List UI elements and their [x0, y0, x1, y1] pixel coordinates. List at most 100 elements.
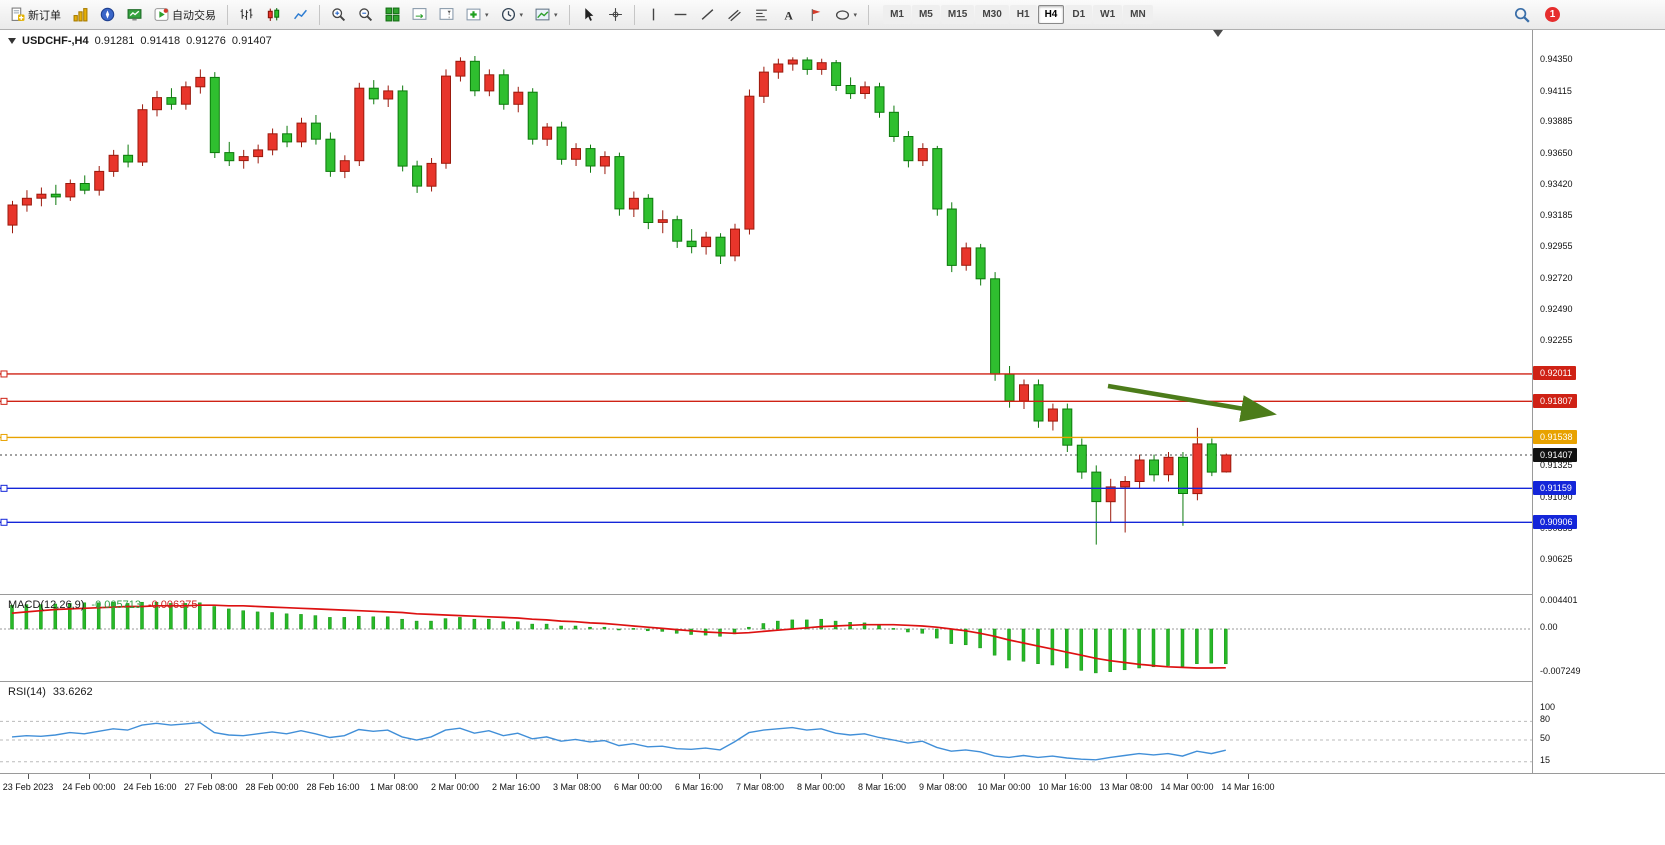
- price-axis-label: 0.93420: [1540, 178, 1573, 189]
- candle-body: [874, 86, 885, 113]
- trendline-button[interactable]: [695, 3, 720, 27]
- timeframe-m15-button[interactable]: M15: [940, 5, 975, 24]
- main-chart-panel[interactable]: USDCHF-,H4 0.91281 0.91418 0.91276 0.914…: [0, 30, 1533, 594]
- macd-histogram-bar: [24, 604, 29, 630]
- macd-histogram-bar: [125, 603, 130, 630]
- candle-body: [397, 90, 408, 167]
- macd-signal-line: [11, 604, 1226, 669]
- tile-windows-button[interactable]: [380, 3, 405, 27]
- flag-icon: [811, 9, 820, 21]
- candle-body: [614, 156, 625, 210]
- rsi-panel[interactable]: RSI(14) 33.6262: [0, 681, 1533, 773]
- price-axis-label: 0.92490: [1540, 303, 1573, 314]
- notification-badge[interactable]: 1: [1545, 7, 1560, 22]
- timeframe-w1-button[interactable]: W1: [1093, 5, 1123, 24]
- candle-body: [108, 154, 119, 172]
- indicators-button[interactable]: ▾: [461, 3, 494, 27]
- rsi-axis-label: 80: [1540, 714, 1551, 725]
- line-chart-button[interactable]: [288, 3, 313, 27]
- timeframe-h4-button[interactable]: H4: [1037, 5, 1065, 24]
- macd-histogram-bar: [371, 616, 376, 630]
- timeframe-m5-button[interactable]: M5: [911, 5, 940, 24]
- templates-button[interactable]: ▾: [530, 3, 563, 27]
- horizontal-line-button[interactable]: [668, 3, 693, 27]
- periods-button[interactable]: ▾: [496, 3, 529, 27]
- auto-trading-label: 自动交易: [172, 9, 216, 22]
- fibonacci-icon: [755, 9, 767, 21]
- candle-body: [975, 247, 986, 280]
- zoom-in-button[interactable]: [326, 3, 351, 27]
- candle-body: [556, 126, 567, 160]
- new-order-button[interactable]: 新订单: [5, 3, 66, 27]
- vertical-line-button[interactable]: [641, 3, 666, 27]
- candle-body: [383, 90, 394, 100]
- timeframe-m1-button[interactable]: M1: [883, 5, 911, 24]
- ohlc-open: 0.91281: [94, 35, 135, 47]
- vertical-line-icon: [652, 8, 654, 21]
- candle-body: [7, 204, 18, 226]
- auto-scroll-button[interactable]: [407, 3, 432, 27]
- shapes-tool-button[interactable]: ▾: [830, 3, 863, 27]
- channel-button[interactable]: [722, 3, 747, 27]
- bar-chart-button[interactable]: [234, 3, 259, 27]
- auto-trading-icon: [154, 8, 169, 21]
- time-axis-tick: [333, 774, 334, 779]
- text-tool-button[interactable]: A: [776, 3, 801, 27]
- line-handle: [0, 484, 8, 492]
- time-axis-label: 2 Mar 00:00: [430, 782, 480, 792]
- candle-body: [152, 97, 162, 111]
- macd-label: MACD(12,26,9) -0.005713 -0.006375: [8, 599, 198, 611]
- candlestick-chart[interactable]: [0, 30, 1533, 594]
- ohlc-high: 0.91418: [140, 35, 181, 47]
- chart-shift-button[interactable]: [434, 3, 459, 27]
- horizontal-line-icon: [674, 13, 686, 16]
- price-axis-label: 0.94115: [1540, 85, 1572, 96]
- one-click-trading-icon[interactable]: [8, 38, 16, 44]
- text-tool-icon: A: [784, 9, 793, 22]
- time-axis-label: 14 Mar 00:00: [1160, 782, 1214, 792]
- market-watch-icon: [73, 8, 88, 22]
- timeframe-h1-button[interactable]: H1: [1009, 5, 1037, 24]
- timeframe-d1-button[interactable]: D1: [1065, 5, 1093, 24]
- time-axis[interactable]: 23 Feb 2023 24 Feb 00:00 24 Feb 16:00 27 Fe…: [0, 773, 1665, 845]
- candle-body: [599, 156, 610, 167]
- time-axis-tick: [760, 774, 761, 779]
- price-axis[interactable]: 0.94350 0.94115 0.93885 0.93650 0.93420 0.931…: [1532, 30, 1665, 773]
- macd-histogram-bar: [747, 626, 751, 630]
- candle-body: [701, 236, 712, 248]
- time-axis-tick: [638, 774, 639, 779]
- macd-histogram-bar: [111, 601, 115, 630]
- candle-body: [94, 170, 105, 191]
- chart-shift-marker[interactable]: [1213, 30, 1223, 37]
- price-axis-label: 0.93885: [1540, 116, 1573, 127]
- macd-histogram-bar: [342, 617, 347, 630]
- time-axis-label: 24 Feb 16:00: [123, 782, 177, 792]
- toolbar-separator: [633, 4, 635, 25]
- chart-shift-icon: [439, 8, 454, 20]
- candle-body: [426, 162, 437, 187]
- zoom-out-button[interactable]: [353, 3, 378, 27]
- fibonacci-button[interactable]: [749, 3, 774, 27]
- macd-signal-value: -0.006375: [147, 599, 198, 611]
- market-watch-button[interactable]: [68, 3, 93, 27]
- candlestick-chart-button[interactable]: [261, 3, 286, 27]
- ohlc-low: 0.91276: [186, 35, 226, 47]
- navigator-button[interactable]: [95, 3, 120, 27]
- time-axis-tick: [699, 774, 700, 779]
- macd-histogram-bar: [646, 628, 650, 632]
- candle-body: [267, 133, 278, 151]
- cursor-button[interactable]: [576, 3, 601, 27]
- search-button[interactable]: [1509, 3, 1535, 27]
- toolbar-right-group: 1: [1509, 3, 1560, 27]
- timeframe-mn-button[interactable]: MN: [1123, 5, 1153, 24]
- macd-panel[interactable]: MACD(12,26,9) -0.005713 -0.006375: [0, 594, 1533, 681]
- time-axis-label: 23 Feb 2023: [2, 782, 54, 792]
- timeframe-m30-button[interactable]: M30: [975, 5, 1009, 24]
- crosshair-button[interactable]: [603, 3, 628, 27]
- macd-histogram-bar: [429, 620, 433, 630]
- arrows-tool-button[interactable]: [803, 3, 828, 27]
- time-axis-label: 10 Mar 00:00: [977, 782, 1031, 792]
- terminal-button[interactable]: [122, 3, 147, 27]
- auto-trading-button[interactable]: 自动交易: [149, 3, 221, 27]
